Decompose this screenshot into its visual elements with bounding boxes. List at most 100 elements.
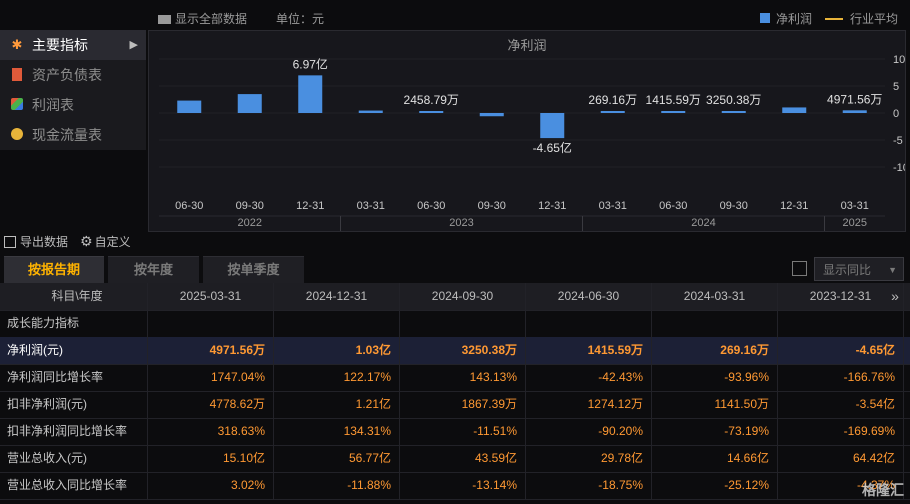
legend-net-profit-swatch <box>760 13 770 23</box>
table-cell: -166.76% <box>778 364 904 391</box>
data-label: 2458.79万 <box>404 93 459 107</box>
sidebar-item-cash-flow[interactable]: 现金流量表 <box>0 120 146 150</box>
section-label: 成长能力指标 <box>0 310 148 337</box>
table-cell: 1141.50万 <box>652 391 778 418</box>
table-header-label: 科目\年度 <box>0 283 148 310</box>
row-label: 净利润同比增长率 <box>0 364 148 391</box>
column-header: 2025-03-31 <box>148 283 274 310</box>
document-icon <box>10 68 24 82</box>
bar <box>358 110 383 113</box>
row-label: 营业总收入(元) <box>0 445 148 472</box>
sidebar-item-balance-sheet[interactable]: 资产负债表 <box>0 60 146 90</box>
table-cell: 29.78亿 <box>526 445 652 472</box>
year-label: 2023 <box>449 217 473 229</box>
table-cell: -11.88% <box>274 472 400 499</box>
table-cell: -169.69% <box>778 418 904 445</box>
table-cell: -4.65亿 <box>778 337 904 364</box>
bar <box>661 111 686 113</box>
table-cell: 3.02% <box>148 472 274 499</box>
x-tick-label: 03-31 <box>599 200 627 212</box>
row-label: 净利润(元) <box>0 337 148 364</box>
table-cell: 134.31% <box>274 418 400 445</box>
sidebar: ✱ 主要指标 ▶ 资产负债表 利润表 现金流量表 <box>0 30 146 150</box>
column-header: 2024-06-30 <box>526 283 652 310</box>
y-tick-label: 0 <box>893 108 899 120</box>
table-cell: 4778.62万 <box>148 391 274 418</box>
table-row: 扣非净利润(元) 4778.62万 1.21亿 1867.39万 1274.12万 114… <box>0 391 910 419</box>
export-data-button[interactable]: 导出数据 <box>4 233 68 250</box>
double-chevron-right-icon[interactable]: » <box>891 288 899 304</box>
show-all-data-toggle[interactable]: 显示全部数据 <box>158 10 247 27</box>
table-cell: -4.37% <box>778 472 904 499</box>
table-cell: 122.17% <box>274 364 400 391</box>
x-tick-label: 06-30 <box>175 200 203 212</box>
x-tick-label: 09-30 <box>478 200 506 212</box>
chevron-right-icon: ▶ <box>129 39 138 51</box>
table-cell: 269.16万 <box>652 337 778 364</box>
show-yoy-dropdown[interactable]: 显示同比 ▼ <box>814 257 904 281</box>
table-cell: 15.10亿 <box>148 445 274 472</box>
table-cell: 1.03亿 <box>274 337 400 364</box>
table-cell: -42.43% <box>526 364 652 391</box>
table-row: 净利润(元) 4971.56万 1.03亿 3250.38万 1415.59万 269.1… <box>0 337 910 365</box>
data-label: 269.16万 <box>588 93 637 107</box>
row-label: 营业总收入同比增长率 <box>0 472 148 499</box>
table-row: 净利润同比增长率 1747.04% 122.17% 143.13% -42.43% -93… <box>0 364 910 392</box>
legend-industry-avg-swatch <box>825 18 843 20</box>
y-tick-label: -5 <box>893 135 903 147</box>
year-label: 2022 <box>238 217 262 229</box>
gear-icon: ⚙ <box>80 233 93 249</box>
table-cell: 143.13% <box>400 364 526 391</box>
table-row: 扣非净利润同比增长率 318.63% 134.31% -11.51% -90.20% -7… <box>0 418 910 446</box>
table-cell: 1.21亿 <box>274 391 400 418</box>
bar <box>540 113 565 139</box>
y-tick-label: 5 <box>893 81 899 93</box>
table-cell: -11.51% <box>400 418 526 445</box>
legend-industry-avg[interactable]: 行业平均 <box>850 12 899 26</box>
y-tick-label: 10 <box>893 54 905 66</box>
show-yoy-checkbox[interactable] <box>792 261 807 276</box>
data-label: 3250.38万 <box>706 93 761 107</box>
monitor-icon <box>158 15 171 24</box>
bar <box>842 110 867 113</box>
column-header: 2023-12-31 <box>778 283 904 310</box>
empty-cell <box>400 310 526 337</box>
bar <box>721 111 746 113</box>
table-cell: -18.75% <box>526 472 652 499</box>
table-cell: 1274.12万 <box>526 391 652 418</box>
column-header: 2024-09-30 <box>400 283 526 310</box>
tab-by-quarter[interactable]: 按单季度 <box>203 256 304 283</box>
net-profit-chart: 净利润 10 5 0 -5 -10 06-30 09-30 6.97亿 12-31 03-31 245… <box>159 38 905 231</box>
table-cell: 1747.04% <box>148 364 274 391</box>
customize-button[interactable]: ⚙ 自定义 <box>80 233 131 249</box>
table-cell: -90.20% <box>526 418 652 445</box>
tab-by-year[interactable]: 按年度 <box>108 256 199 283</box>
column-header: 2024-12-31 <box>274 283 400 310</box>
empty-cell <box>778 310 904 337</box>
table-cell: 64.42亿 <box>778 445 904 472</box>
table-cell: 4971.56万 <box>148 337 274 364</box>
unit-label: 单位：元 <box>276 12 325 26</box>
sidebar-item-income-statement[interactable]: 利润表 <box>0 90 146 120</box>
x-tick-label: 09-30 <box>236 200 264 212</box>
empty-cell <box>526 310 652 337</box>
x-tick-label: 12-31 <box>538 200 566 212</box>
export-icon <box>4 236 16 248</box>
asterisk-icon: ✱ <box>11 37 23 52</box>
x-tick-label: 06-30 <box>417 200 445 212</box>
table-cell: 43.59亿 <box>400 445 526 472</box>
tab-by-report-period[interactable]: 按报告期 <box>4 256 104 283</box>
x-tick-label: 03-31 <box>841 200 869 212</box>
sidebar-item-main-indicators[interactable]: ✱ 主要指标 ▶ <box>0 30 146 60</box>
year-label: 2025 <box>843 217 867 229</box>
chevron-down-icon: ▼ <box>888 265 897 275</box>
data-label: 1415.59万 <box>646 93 701 107</box>
y-tick-label: -10 <box>893 162 905 174</box>
table-cell: 3250.38万 <box>400 337 526 364</box>
legend-net-profit[interactable]: 净利润 <box>776 12 813 26</box>
x-tick-label: 09-30 <box>720 200 748 212</box>
table-cell: -13.14% <box>400 472 526 499</box>
table-cell: -93.96% <box>652 364 778 391</box>
cube-icon <box>10 98 24 112</box>
data-label: 6.97亿 <box>293 56 328 71</box>
